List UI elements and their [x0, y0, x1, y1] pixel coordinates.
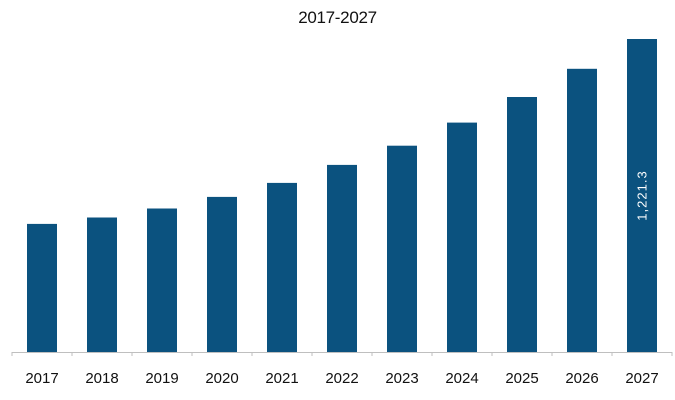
- x-tick-label-2019: 2019: [145, 370, 178, 387]
- x-tick-label-2024: 2024: [445, 370, 478, 387]
- x-tick-label-2022: 2022: [325, 370, 358, 387]
- bar-2018: [87, 217, 117, 352]
- chart-title: 2017-2027: [298, 8, 377, 27]
- x-tick-label-2018: 2018: [85, 370, 118, 387]
- bar-2017: [27, 223, 57, 352]
- x-tick-label-2023: 2023: [385, 370, 418, 387]
- bar-2020: [207, 196, 237, 352]
- x-tick-label-2017: 2017: [25, 370, 58, 387]
- x-tick-label-2026: 2026: [565, 370, 598, 387]
- bar-2023: [387, 145, 417, 352]
- x-tick-label-2025: 2025: [505, 370, 538, 387]
- x-tick-label-2027: 2027: [625, 370, 658, 387]
- bar-2021: [267, 182, 297, 352]
- data-label-2027: 1,221.3: [635, 170, 650, 220]
- bar-2025: [507, 97, 537, 352]
- x-tick-label-2021: 2021: [265, 370, 298, 387]
- bar-2026: [567, 68, 597, 353]
- bar-2027: [627, 39, 657, 352]
- bar-2019: [147, 208, 177, 352]
- bar-2022: [327, 164, 357, 352]
- bar-2024: [447, 122, 477, 352]
- x-tick-label-2020: 2020: [205, 370, 238, 387]
